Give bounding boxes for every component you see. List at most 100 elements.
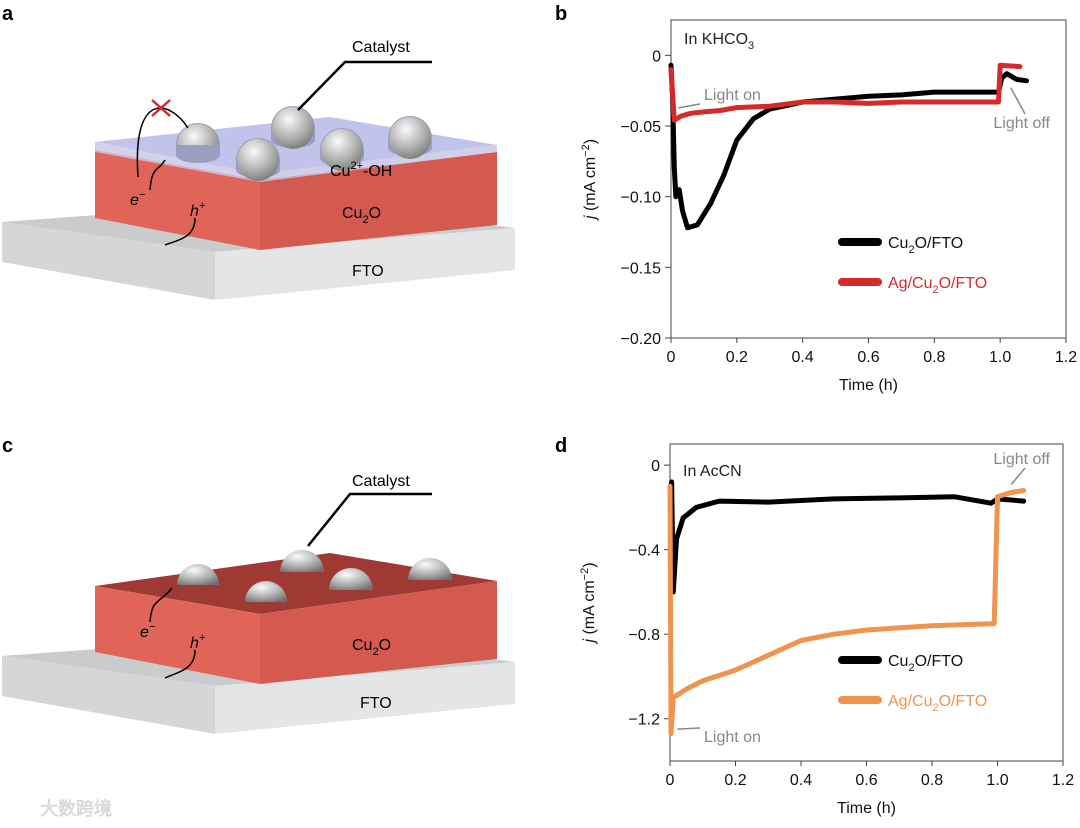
- annotation-label: Light off: [993, 451, 1050, 468]
- x-tick-label: 0.2: [726, 349, 748, 366]
- y-tick-label: −0.4: [628, 543, 660, 560]
- legend-label: Cu2O/FTO: [888, 653, 963, 674]
- cu2o-front: [95, 150, 260, 250]
- y-axis-label-part: j: [581, 639, 598, 645]
- x-tick-label: 0.8: [923, 349, 945, 366]
- y-axis-label: j (mA cm−2): [579, 562, 598, 644]
- x-axis-label: Time (h): [837, 800, 896, 817]
- hole-arrow: [164, 217, 196, 246]
- y-tick-label: 0: [652, 48, 661, 65]
- fto-label: FTO: [352, 263, 384, 280]
- cu-oh-layer-front: [95, 142, 260, 182]
- cu2o-front: [95, 586, 260, 684]
- x-tick-label: 0.6: [855, 772, 877, 789]
- cu2o-top: [95, 553, 497, 614]
- watermark: 大数跨境: [40, 799, 112, 819]
- legend-label-part: Cu: [888, 235, 908, 252]
- annotation-arrow: [678, 103, 701, 109]
- catalyst-label: Catalyst: [352, 39, 410, 56]
- chart-title-main: In KHCO: [684, 31, 748, 48]
- cu-oh-label: Cu2+-OH: [330, 160, 392, 180]
- legend-label-part: Cu: [912, 693, 932, 710]
- legend-label-part: Cu: [888, 653, 908, 670]
- y-tick-label: −0.05: [621, 119, 662, 136]
- panel-label-d: d: [555, 435, 567, 457]
- x-tick-label: 1.2: [1052, 772, 1074, 789]
- y-tick-label: −0.15: [621, 260, 662, 277]
- legend-label-part: 2: [932, 284, 938, 296]
- fto-front: [2, 656, 215, 734]
- cu-oh-layer-side: [260, 145, 497, 182]
- electron-label: e−: [130, 189, 146, 209]
- legend-label-part: Ag/: [888, 275, 913, 292]
- y-tick-label: −0.8: [628, 627, 660, 644]
- series-line-ag-cu2o-fto: [667, 483, 1027, 736]
- legend-label-part: O/FTO: [939, 275, 988, 292]
- panel-label-b: b: [555, 3, 567, 25]
- legend-label-part: 2: [932, 702, 938, 714]
- annotation-label: Light off: [993, 115, 1050, 132]
- chart-title-main: In AcCN: [683, 463, 742, 480]
- legend-label-part: O/FTO: [915, 235, 964, 252]
- series-line-ag-cu2o-fto: [668, 62, 1023, 123]
- electron-arrow: [149, 587, 173, 623]
- chart-b: 0 0.2 0.4 0.6 0.8 1.0 1.2 0 −0.05 −0.10 −0.15 −0.20…: [580, 19, 1077, 394]
- electron-label: e−: [140, 621, 156, 641]
- cu2o-side: [260, 152, 497, 250]
- chart-title-sub: 3: [748, 40, 754, 52]
- x-tick-label: 0.4: [790, 772, 812, 789]
- legend-label-part: O/FTO: [915, 653, 964, 670]
- x-tick-label: 0: [667, 349, 676, 366]
- y-axis-label-part: (mA cm: [581, 580, 598, 639]
- x-tick-label: 0.6: [857, 349, 879, 366]
- electron-arrow: [149, 159, 166, 191]
- panel-label-c: c: [2, 435, 13, 457]
- y-tick-label: −0.20: [621, 331, 662, 348]
- hole-label: h+: [190, 632, 206, 652]
- x-axis-label: Time (h): [839, 377, 898, 394]
- x-tick-label: 1.2: [1055, 349, 1077, 366]
- hole-arrow: [164, 649, 196, 679]
- diagram-a: a Catalyst Cu2+-OH Cu2O FTO e− h+: [2, 3, 515, 300]
- x-tick-label: 0.2: [724, 772, 746, 789]
- y-axis-label-part: ): [582, 139, 599, 144]
- blocked-electron-arrow: [136, 107, 189, 178]
- legend-label-part: 2: [908, 244, 914, 256]
- legend-label-part: O/FTO: [939, 693, 988, 710]
- annotation-label: Light on: [704, 729, 761, 746]
- y-axis-label-part: −2: [579, 568, 591, 581]
- y-tick-label: 0: [651, 458, 660, 475]
- y-axis-label-part: j: [582, 215, 599, 221]
- chart-title: In KHCO3: [684, 31, 754, 52]
- catalyst-particles: [177, 550, 452, 602]
- catalyst-leader-line: [307, 492, 432, 547]
- catalyst-leader-line: [297, 60, 432, 111]
- legend-label: Ag/Cu2O/FTO: [888, 693, 987, 714]
- y-axis-label: j (mA cm−2): [580, 139, 599, 221]
- annotation-arrow: [1010, 87, 1026, 115]
- catalyst-label: Catalyst: [352, 473, 410, 490]
- catalyst-particles: [176, 106, 432, 181]
- chart-d: 0 0.2 0.4 0.6 0.8 1.0 1.2 0 −0.4 −0.8 −1.2 Time (h)…: [579, 443, 1074, 817]
- y-axis-label-part: −2: [580, 144, 592, 157]
- legend-label: Cu2O/FTO: [888, 235, 963, 256]
- y-axis-label-part: ): [581, 562, 598, 567]
- x-tick-label: 1.0: [986, 772, 1008, 789]
- legend-label-part: 2: [908, 662, 914, 674]
- annotation-label: Light on: [704, 87, 761, 104]
- fto-label: FTO: [360, 695, 392, 712]
- panel-label-a: a: [2, 3, 14, 25]
- fto-front: [2, 222, 215, 300]
- y-tick-label: −1.2: [628, 712, 660, 729]
- y-axis-label-part: (mA cm: [582, 157, 599, 216]
- x-tick-label: 0.4: [792, 349, 814, 366]
- y-tick-label: −0.10: [621, 190, 662, 207]
- annotation-arrow: [1010, 467, 1026, 485]
- cu2o-label: Cu2O: [342, 205, 381, 226]
- cu2o-side: [260, 581, 497, 684]
- annotation-arrow: [677, 727, 701, 730]
- x-tick-label: 0: [666, 772, 675, 789]
- blocked-x-icon: [151, 99, 171, 117]
- series-line-cu2o-fto: [667, 479, 1027, 595]
